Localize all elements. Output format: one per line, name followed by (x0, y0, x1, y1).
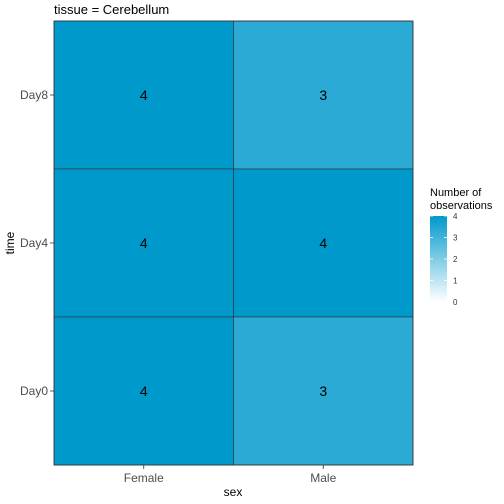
legend-tick-label-2: 2 (453, 255, 458, 264)
legend-tick-label-3: 3 (453, 234, 458, 243)
legend-tick-label-4: 4 (453, 212, 458, 221)
y-tick-label-day8: Day8 (20, 88, 48, 102)
legend-ticks: 0 1 2 3 4 (430, 212, 458, 307)
cell-value-label-female-day0: 4 (140, 383, 148, 399)
y-axis: Day8 Day4 Day0 (20, 88, 54, 398)
cell-value-label-male-day0: 3 (319, 383, 327, 399)
heatmap-cells (53, 20, 414, 466)
x-tick-label-male: Male (310, 471, 336, 485)
legend-title-line-1: Number of (430, 187, 482, 199)
heatmap-cell-labels: 4 3 4 4 4 3 (140, 87, 328, 399)
chart-title: tissue = Cerebellum (54, 2, 169, 17)
cell-value-label-male-day4: 4 (319, 235, 327, 251)
y-axis-title: time (3, 231, 17, 254)
y-tick-label-day0: Day0 (20, 384, 48, 398)
legend-tick-label-1: 1 (453, 277, 458, 286)
cell-value-label-male-day8: 3 (319, 87, 327, 103)
x-axis: Female Male (124, 465, 337, 485)
y-tick-label-day4: Day4 (20, 236, 48, 250)
x-axis-title: sex (224, 485, 243, 499)
legend-tick-label-0: 0 (453, 298, 458, 307)
legend-colorbar (430, 216, 447, 302)
x-tick-label-female: Female (124, 471, 164, 485)
heatmap-cell-male-day4 (233, 168, 414, 318)
legend: Number of observations 0 1 2 3 4 (430, 187, 493, 307)
heatmap-cell-male-day8 (233, 20, 414, 170)
cell-value-label-female-day4: 4 (140, 235, 148, 251)
heatmap-cell-female-day0 (53, 316, 234, 466)
heatmap-cell-female-day8 (53, 20, 234, 170)
legend-title-line-2: observations (430, 200, 493, 212)
cell-value-label-female-day8: 4 (140, 87, 148, 103)
heatmap-cell-female-day4 (53, 168, 234, 318)
heatmap-cell-male-day0 (233, 316, 414, 466)
